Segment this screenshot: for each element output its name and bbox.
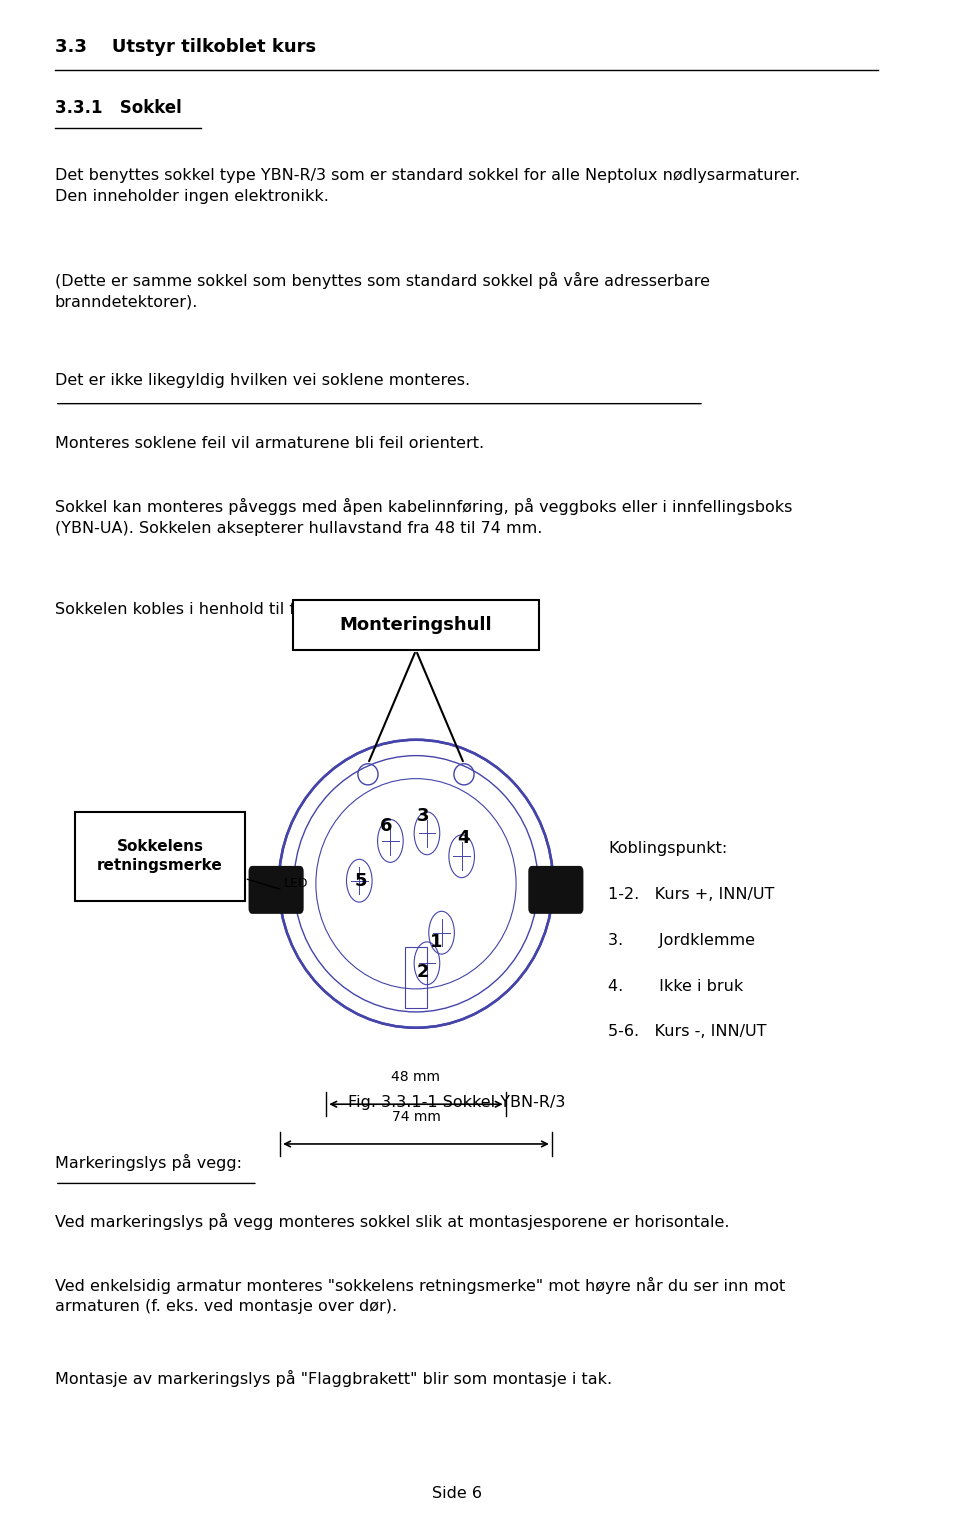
Text: Monteringshull: Monteringshull [340, 616, 492, 635]
Text: Koblingspunkt:: Koblingspunkt: [608, 841, 728, 856]
Text: (Dette er samme sokkel som benyttes som standard sokkel på våre adresserbare
bra: (Dette er samme sokkel som benyttes som … [55, 272, 709, 309]
Text: Sokkelen kobles i henhold til figur 3.3.1-1.: Sokkelen kobles i henhold til figur 3.3.… [55, 602, 394, 618]
Text: 6: 6 [379, 816, 392, 835]
Text: 3: 3 [417, 807, 429, 826]
Text: 74 mm: 74 mm [392, 1110, 441, 1124]
Text: Markeringslys på vegg:: Markeringslys på vegg: [55, 1154, 242, 1171]
Text: Det er ikke likegyldig hvilken vei soklene monteres.: Det er ikke likegyldig hvilken vei sokle… [55, 373, 470, 388]
Text: Ved markeringslys på vegg monteres sokkel slik at montasjesporene er horisontale: Ved markeringslys på vegg monteres sokke… [55, 1212, 730, 1229]
Text: Ved enkelsidig armatur monteres "sokkelens retningsmerke" mot høyre når du ser i: Ved enkelsidig armatur monteres "sokkele… [55, 1277, 785, 1313]
Text: 4.       Ikke i bruk: 4. Ikke i bruk [608, 979, 743, 994]
Text: 1-2.   Kurs +, INN/UT: 1-2. Kurs +, INN/UT [608, 887, 775, 902]
Text: 48 mm: 48 mm [392, 1070, 441, 1084]
Text: Det benyttes sokkel type YBN-R/3 som er standard sokkel for alle Neptolux nødlys: Det benyttes sokkel type YBN-R/3 som er … [55, 168, 800, 203]
Text: Monteres soklene feil vil armaturene bli feil orientert.: Monteres soklene feil vil armaturene bli… [55, 436, 484, 451]
Text: LED: LED [284, 878, 308, 890]
Text: Fig. 3.3.1-1 Sokkel YBN-R/3: Fig. 3.3.1-1 Sokkel YBN-R/3 [348, 1095, 565, 1110]
Text: 1: 1 [430, 933, 443, 951]
Text: Montasje av markeringslys på "Flaggbrakett" blir som montasje i tak.: Montasje av markeringslys på "Flaggbrake… [55, 1370, 612, 1387]
Ellipse shape [278, 740, 553, 1027]
Text: 2: 2 [417, 963, 429, 982]
Text: Sokkelens
retningsmerke: Sokkelens retningsmerke [97, 839, 223, 873]
Text: Sokkel kan monteres påveggs med åpen kabelinnføring, på veggboks eller i innfell: Sokkel kan monteres påveggs med åpen kab… [55, 498, 792, 535]
FancyBboxPatch shape [529, 867, 583, 913]
Text: 3.       Jordklemme: 3. Jordklemme [608, 933, 755, 948]
Text: Side 6: Side 6 [432, 1486, 482, 1501]
Text: 4: 4 [457, 829, 469, 847]
Text: 3.3    Utstyr tilkoblet kurs: 3.3 Utstyr tilkoblet kurs [55, 38, 316, 57]
FancyBboxPatch shape [76, 812, 245, 901]
Text: 3.3.1   Sokkel: 3.3.1 Sokkel [55, 99, 181, 118]
Text: 5-6.   Kurs -, INN/UT: 5-6. Kurs -, INN/UT [608, 1024, 766, 1040]
FancyBboxPatch shape [250, 867, 302, 913]
Text: 5: 5 [355, 872, 368, 890]
FancyBboxPatch shape [293, 599, 540, 650]
